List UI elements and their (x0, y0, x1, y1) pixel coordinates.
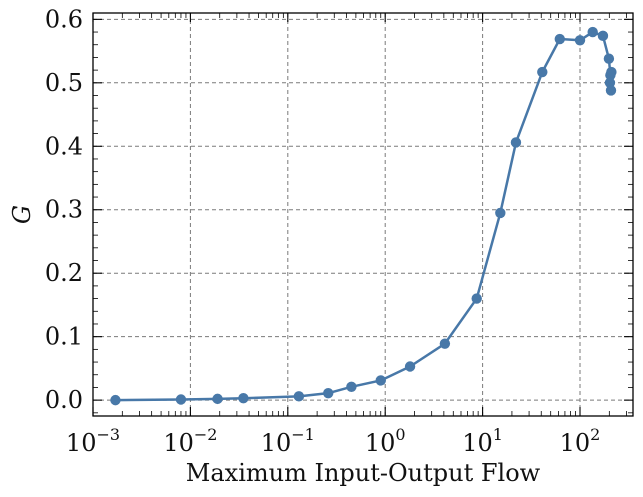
data-point (293, 391, 305, 402)
series-layer (110, 26, 617, 406)
y-tick-label: 0.2 (45, 259, 83, 287)
data-point (404, 361, 416, 372)
y-tick-label: 0.5 (45, 69, 83, 97)
data-point (495, 207, 506, 219)
y-tick-label: 0.4 (45, 132, 83, 160)
data-point (175, 394, 187, 405)
data-point (537, 66, 548, 78)
x-tick-label: 100 (365, 425, 406, 457)
data-point (510, 137, 522, 148)
data-point (605, 85, 617, 96)
data-point (110, 394, 121, 406)
data-point (439, 338, 451, 349)
data-point (323, 387, 334, 399)
data-point (471, 293, 482, 304)
y-axis-label: G (8, 205, 36, 224)
x-axis-label: Maximum Input-Output Flow (186, 459, 541, 487)
data-point (212, 393, 223, 405)
data-point (604, 77, 616, 89)
y-tick-label: 0.1 (45, 323, 83, 351)
x-tick-label: 10−1 (261, 425, 315, 457)
x-tick-label: 102 (560, 425, 601, 457)
y-tick-label: 0.0 (45, 386, 83, 414)
grid (93, 13, 633, 416)
data-point (554, 33, 565, 45)
data-point (606, 66, 617, 78)
data-point (574, 35, 586, 46)
tick-labels: 10−3 10−2 10−1 100 101 102 0.0 0.1 0.2 0.3 0.4 0.5 0… (45, 5, 601, 457)
series-line (114, 30, 613, 402)
data-point (346, 381, 357, 393)
data-point (603, 53, 615, 64)
data-point (375, 375, 386, 386)
axis-ticks (92, 13, 633, 416)
plot-frame (92, 12, 634, 417)
data-point (238, 393, 249, 404)
x-tick-label: 10−3 (66, 425, 120, 457)
data-point (597, 30, 609, 42)
x-tick-label: 10−2 (163, 425, 217, 457)
y-tick-label: 0.3 (45, 196, 83, 224)
y-tick-label: 0.6 (45, 5, 83, 33)
x-tick-label: 101 (462, 425, 503, 457)
data-point (587, 26, 598, 38)
